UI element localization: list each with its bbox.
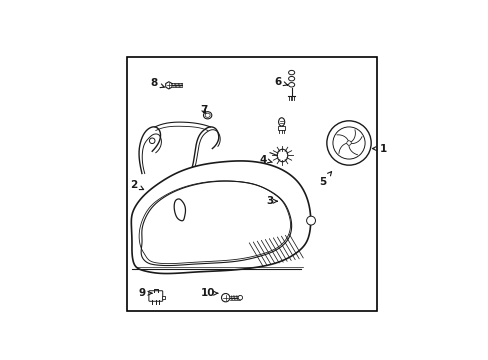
Circle shape — [149, 138, 155, 144]
Text: 1: 1 — [372, 144, 386, 153]
Circle shape — [238, 296, 242, 300]
Ellipse shape — [277, 149, 287, 162]
Bar — [162, 296, 165, 299]
Bar — [127, 57, 376, 311]
Circle shape — [221, 293, 229, 302]
Ellipse shape — [278, 118, 284, 126]
Circle shape — [306, 216, 315, 225]
Text: 5: 5 — [318, 172, 331, 187]
Text: 3: 3 — [266, 196, 277, 206]
Ellipse shape — [288, 70, 294, 75]
Text: 8: 8 — [150, 78, 164, 89]
Ellipse shape — [288, 76, 294, 81]
Text: 2: 2 — [130, 180, 143, 190]
Polygon shape — [174, 199, 185, 221]
Ellipse shape — [203, 112, 211, 119]
Ellipse shape — [288, 82, 294, 87]
Text: 6: 6 — [274, 77, 287, 87]
Circle shape — [346, 141, 350, 145]
Text: 7: 7 — [200, 105, 207, 115]
Polygon shape — [165, 82, 172, 89]
Circle shape — [326, 121, 370, 165]
Text: 4: 4 — [259, 155, 272, 165]
Bar — [278, 126, 285, 130]
Text: 10: 10 — [200, 288, 218, 298]
FancyBboxPatch shape — [148, 291, 163, 301]
Circle shape — [332, 127, 365, 159]
Ellipse shape — [205, 113, 210, 117]
Text: 9: 9 — [139, 288, 152, 298]
Polygon shape — [131, 161, 310, 274]
Polygon shape — [141, 181, 291, 266]
